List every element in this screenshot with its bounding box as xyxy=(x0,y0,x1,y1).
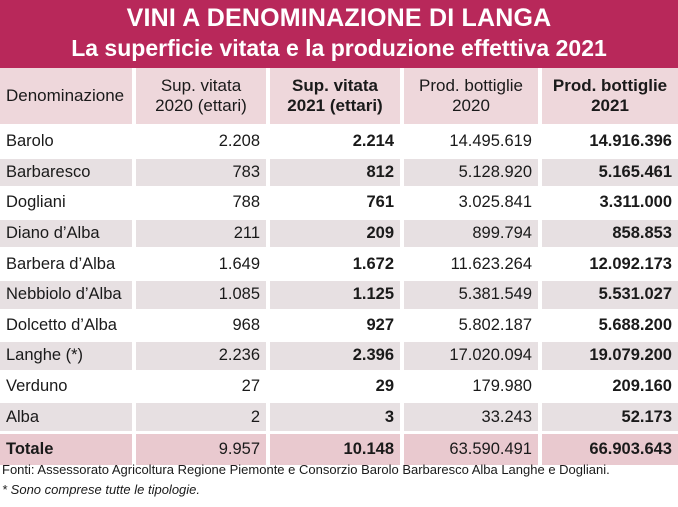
cell-prod-2020: 5.381.549 xyxy=(404,280,542,312)
cell-prod-2020: 14.495.619 xyxy=(404,128,542,159)
total-label: Totale xyxy=(0,433,136,465)
cell-sup-2021: 2.396 xyxy=(270,342,404,373)
footer: Fonti: Assessorato Agricoltura Regione P… xyxy=(2,460,678,500)
cell-denominazione: Dogliani xyxy=(0,189,136,220)
total-sup-2021: 10.148 xyxy=(270,433,404,465)
cell-sup-2021: 2.214 xyxy=(270,128,404,159)
cell-prod-2020: 899.794 xyxy=(404,219,542,251)
table-row: Barbaresco 783 812 5.128.920 5.165.461 xyxy=(0,158,678,190)
total-row: Totale 9.957 10.148 63.590.491 66.903.64… xyxy=(0,433,678,465)
cell-sup-2020: 2.236 xyxy=(136,342,270,373)
cell-prod-2020: 3.025.841 xyxy=(404,189,542,220)
cell-sup-2021: 761 xyxy=(270,189,404,220)
header-sup-2021: Sup. vitata 2021 (ettari) xyxy=(270,68,404,128)
cell-prod-2020: 33.243 xyxy=(404,403,542,434)
cell-sup-2020: 783 xyxy=(136,158,270,190)
cell-denominazione: Dolcetto d’Alba xyxy=(0,311,136,343)
cell-sup-2020: 27 xyxy=(136,372,270,404)
cell-prod-2021: 12.092.173 xyxy=(542,250,678,281)
cell-sup-2020: 2.208 xyxy=(136,128,270,159)
cell-denominazione: Langhe (*) xyxy=(0,342,136,373)
cell-denominazione: Diano d’Alba xyxy=(0,219,136,251)
cell-sup-2021: 1.125 xyxy=(270,280,404,312)
table-row: Barbera d’Alba 1.649 1.672 11.623.264 12… xyxy=(0,250,678,281)
total-prod-2021: 66.903.643 xyxy=(542,433,678,465)
cell-prod-2020: 5.128.920 xyxy=(404,158,542,190)
cell-prod-2021: 209.160 xyxy=(542,372,678,404)
header-row: Denominazione Sup. vitata 2020 (ettari) … xyxy=(0,68,678,128)
header-text: Prod. bottiglie xyxy=(552,76,668,95)
total-prod-2020: 63.590.491 xyxy=(404,433,542,465)
cell-sup-2021: 812 xyxy=(270,158,404,190)
header-text: Prod. bottiglie xyxy=(419,76,523,95)
cell-prod-2021: 3.311.000 xyxy=(542,189,678,220)
sources-text: Fonti: Assessorato Agricoltura Regione P… xyxy=(2,462,610,477)
cell-sup-2021: 209 xyxy=(270,219,404,251)
cell-denominazione: Alba xyxy=(0,403,136,434)
cell-denominazione: Barolo xyxy=(0,128,136,159)
cell-sup-2020: 1.085 xyxy=(136,280,270,312)
cell-prod-2021: 5.688.200 xyxy=(542,311,678,343)
cell-prod-2021: 5.531.027 xyxy=(542,280,678,312)
cell-denominazione: Barbera d’Alba xyxy=(0,250,136,281)
header-sup-2020: Sup. vitata 2020 (ettari) xyxy=(136,68,270,128)
table-header: Denominazione Sup. vitata 2020 (ettari) … xyxy=(0,68,678,128)
title-banner: VINI A DENOMINAZIONE DI LANGA La superfi… xyxy=(0,0,678,68)
cell-prod-2021: 858.853 xyxy=(542,219,678,251)
data-table: Denominazione Sup. vitata 2020 (ettari) … xyxy=(0,68,678,465)
table-row: Verduno 27 29 179.980 209.160 xyxy=(0,372,678,404)
cell-sup-2020: 1.649 xyxy=(136,250,270,281)
header-prod-2020: Prod. bottiglie 2020 xyxy=(404,68,542,128)
header-text: 2020 xyxy=(452,96,490,115)
table-row: Diano d’Alba 211 209 899.794 858.853 xyxy=(0,219,678,251)
cell-prod-2021: 19.079.200 xyxy=(542,342,678,373)
cell-prod-2021: 5.165.461 xyxy=(542,158,678,190)
table-row: Dogliani 788 761 3.025.841 3.311.000 xyxy=(0,189,678,220)
table-row: Nebbiolo d’Alba 1.085 1.125 5.381.549 5.… xyxy=(0,280,678,312)
header-text: Denominazione xyxy=(6,86,125,105)
footnote: * Sono comprese tutte le tipologie. xyxy=(2,482,201,497)
cell-sup-2021: 29 xyxy=(270,372,404,404)
header-prod-2021: Prod. bottiglie 2021 xyxy=(542,68,678,128)
total-sup-2020: 9.957 xyxy=(136,433,270,465)
table-row: Langhe (*) 2.236 2.396 17.020.094 19.079… xyxy=(0,342,678,373)
cell-sup-2020: 788 xyxy=(136,189,270,220)
subtitle: La superficie vitata e la produzione eff… xyxy=(71,35,607,61)
table-row: Barolo 2.208 2.214 14.495.619 14.916.396 xyxy=(0,128,678,159)
cell-prod-2021: 14.916.396 xyxy=(542,128,678,159)
cell-prod-2020: 179.980 xyxy=(404,372,542,404)
header-text: Sup. vitata xyxy=(160,76,242,95)
cell-sup-2020: 968 xyxy=(136,311,270,343)
cell-sup-2021: 1.672 xyxy=(270,250,404,281)
cell-prod-2020: 11.623.264 xyxy=(404,250,542,281)
cell-denominazione: Nebbiolo d’Alba xyxy=(0,280,136,312)
table-row: Alba 2 3 33.243 52.173 xyxy=(0,403,678,434)
cell-prod-2020: 17.020.094 xyxy=(404,342,542,373)
header-text: 2020 (ettari) xyxy=(155,96,247,115)
header-denominazione: Denominazione xyxy=(0,68,136,128)
cell-prod-2021: 52.173 xyxy=(542,403,678,434)
cell-sup-2021: 927 xyxy=(270,311,404,343)
cell-sup-2021: 3 xyxy=(270,403,404,434)
header-text: 2021 xyxy=(591,96,629,115)
cell-sup-2020: 2 xyxy=(136,403,270,434)
cell-denominazione: Barbaresco xyxy=(0,158,136,190)
cell-denominazione: Verduno xyxy=(0,372,136,404)
cell-sup-2020: 211 xyxy=(136,219,270,251)
table-row: Dolcetto d’Alba 968 927 5.802.187 5.688.… xyxy=(0,311,678,343)
header-text: 2021 (ettari) xyxy=(287,96,383,115)
table-body: Barolo 2.208 2.214 14.495.619 14.916.396… xyxy=(0,128,678,465)
main-title: VINI A DENOMINAZIONE DI LANGA xyxy=(126,4,552,32)
header-text: Sup. vitata xyxy=(292,76,378,95)
cell-prod-2020: 5.802.187 xyxy=(404,311,542,343)
